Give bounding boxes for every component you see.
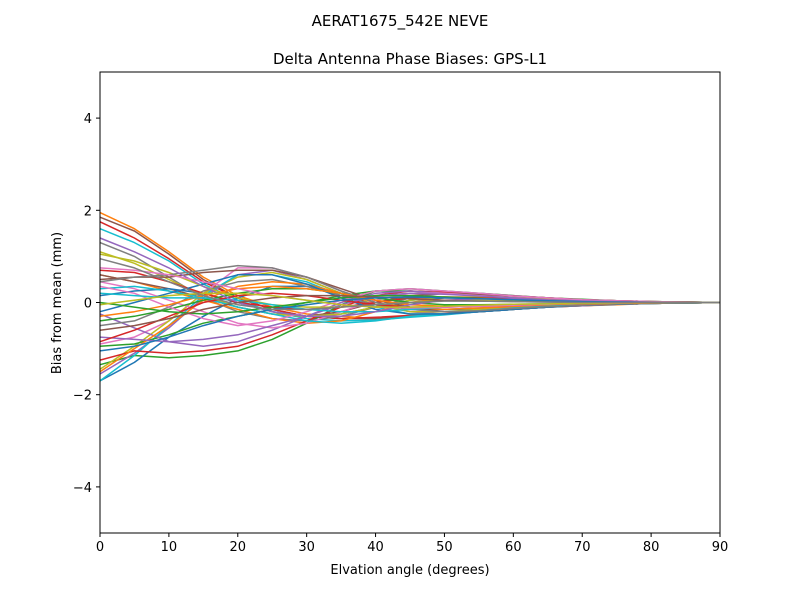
chart-title: Delta Antenna Phase Biases: GPS-L1 <box>273 50 547 68</box>
series-layer <box>99 211 721 382</box>
y-tick-label: 0 <box>84 297 92 312</box>
y-axis-label: Bias from mean (mm) <box>50 232 65 374</box>
x-axis: 0 10 20 30 40 50 60 70 80 90 <box>96 533 728 555</box>
series-line-27 <box>99 285 721 327</box>
x-tick-label: 0 <box>96 540 104 555</box>
y-tick-label: 4 <box>84 112 92 127</box>
x-tick-label: 80 <box>643 540 660 555</box>
x-tick-label: 30 <box>298 540 315 555</box>
x-tick-label: 10 <box>161 540 178 555</box>
x-tick-label: 70 <box>574 540 591 555</box>
x-tick-label: 90 <box>712 540 729 555</box>
x-tick-label: 40 <box>367 540 384 555</box>
x-tick-label: 20 <box>230 540 247 555</box>
y-tick-label: −4 <box>73 481 92 496</box>
y-axis: −4 −2 0 2 4 <box>73 112 100 496</box>
y-tick-label: −2 <box>73 389 92 404</box>
series-line-40 <box>99 257 720 311</box>
x-tick-label: 50 <box>436 540 453 555</box>
x-tick-label: 60 <box>505 540 522 555</box>
x-axis-label: Elvation angle (degrees) <box>330 563 489 578</box>
figure-suptitle: AERAT1675_542E NEVE <box>312 12 489 31</box>
y-tick-label: 2 <box>84 204 92 219</box>
